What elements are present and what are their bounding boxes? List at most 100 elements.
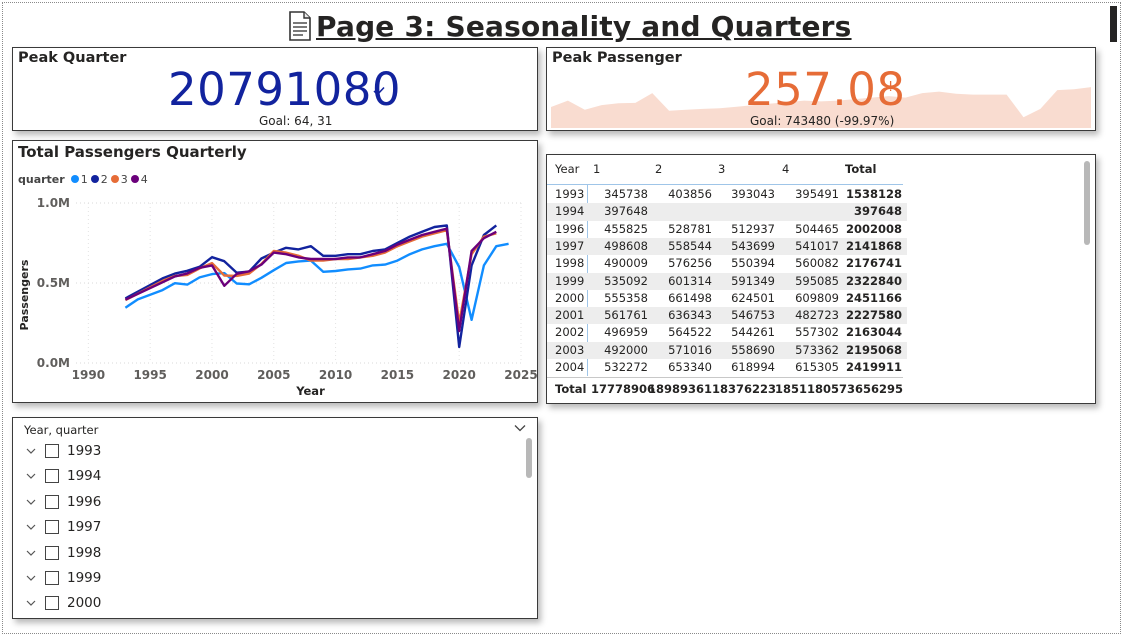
cell-value: 558690 (731, 342, 775, 357)
series-line-4[interactable] (124, 227, 497, 333)
line-chart-plot[interactable]: 0.0M 0.5M 1.0M 1990 1995 2000 2005 2010 2015 2020… (13, 141, 538, 403)
row-year: 2002 (555, 325, 585, 340)
cell-value: 403856 (668, 187, 712, 201)
matrix-row[interactable]: 2001 561761 636343 546753 482723 2227580 (547, 307, 907, 325)
row-year: 1996 (555, 221, 585, 236)
x-tick-label: 2010 (319, 368, 352, 382)
page-title: Page 3: Seasonality and Quarters (286, 8, 852, 44)
legend-item[interactable]: 3 (110, 172, 128, 186)
row-total: 1538128 (845, 187, 902, 201)
header-divider (547, 184, 903, 185)
total-value: 18376223 (712, 382, 777, 396)
chevron-down-icon[interactable] (25, 572, 37, 584)
x-tick-label: 2005 (257, 368, 290, 382)
cell-value: 455825 (604, 221, 648, 236)
column-header[interactable]: 2 (655, 162, 663, 176)
series-line-2[interactable] (124, 224, 498, 349)
matrix-row[interactable]: 1999 535092 601314 591349 595085 2322840 (547, 272, 907, 290)
legend-label: 2 (100, 172, 108, 186)
matrix-total-row: Total 17778906 18989361 18376223 18511805 736… (547, 377, 907, 398)
chevron-down-icon[interactable] (25, 597, 37, 609)
row-year: 2004 (555, 360, 585, 374)
checkbox[interactable] (45, 545, 59, 560)
year-quarter-slicer[interactable]: Year, quarter 1993 1994 1996 1997 1998 1999 20… (12, 417, 538, 619)
chevron-down-icon[interactable] (514, 423, 526, 433)
cell-value: 492000 (604, 342, 648, 357)
chevron-down-icon[interactable] (25, 445, 37, 457)
y-tick-label: 0.0M (37, 356, 70, 370)
series-line-3[interactable] (124, 229, 497, 325)
checkbox[interactable] (45, 520, 59, 535)
matrix-row[interactable]: 2004 532272 653340 618994 615305 2419911 (547, 359, 907, 376)
row-total: 2002008 (845, 221, 902, 236)
matrix-row[interactable]: 1998 490009 576256 550394 560082 2176741 (547, 255, 907, 272)
kpi-value: 257.08 (745, 63, 906, 116)
matrix-row[interactable]: 1996 455825 528781 512937 504465 2002008 (547, 221, 907, 238)
legend-label: 3 (120, 172, 128, 186)
slicer-item-1999[interactable]: 1999 (25, 568, 101, 588)
column-header[interactable]: Total (845, 162, 877, 176)
cell-value: 482723 (795, 308, 839, 323)
checkbox[interactable] (45, 444, 59, 458)
matrix-scrollbar[interactable] (1084, 161, 1090, 245)
cell-value: 496959 (604, 325, 648, 340)
matrix-row[interactable]: 2000 555358 661498 624501 609809 2451166 (547, 290, 907, 307)
peak-quarter-card[interactable]: Peak Quarter 20791080 Goal: 64, 31 (12, 47, 538, 131)
checkbox[interactable] (45, 571, 59, 585)
cell-value: 615305 (795, 360, 839, 374)
matrix-row[interactable]: 2003 492000 571016 558690 573362 2195068 (547, 341, 907, 359)
y-axis-label: Passengers (18, 259, 31, 330)
chart-title: Total Passengers Quarterly (18, 143, 247, 161)
matrix-row[interactable]: 1994 397648 397648 (547, 203, 907, 221)
column-header[interactable]: 4 (782, 162, 790, 176)
series-line-1[interactable] (124, 242, 509, 321)
quarter-matrix[interactable]: Year 1 2 3 4 Total 1993 345738 403856 393043 39549… (546, 154, 1096, 404)
matrix-row[interactable]: 1997 498608 558544 543699 541017 2141868 (547, 237, 907, 256)
slicer-item-2000[interactable]: 2000 (25, 593, 101, 613)
column-header[interactable]: 1 (593, 162, 601, 176)
matrix-row[interactable]: 2002 496959 564522 544261 557302 2163044 (547, 324, 907, 341)
slicer-item-1996[interactable]: 1996 (25, 492, 101, 512)
cell-value: 550394 (731, 256, 775, 271)
trend-area (551, 87, 1091, 128)
cell-value: 591349 (731, 273, 775, 288)
cell-value: 601314 (668, 273, 712, 288)
x-tick-label: 2025 (504, 368, 537, 382)
legend-item[interactable]: 1 (70, 173, 88, 186)
chevron-down-icon[interactable] (25, 496, 37, 508)
column-header[interactable]: 3 (718, 162, 726, 176)
x-tick-label: 2000 (195, 368, 228, 382)
column-header[interactable]: Year (555, 162, 580, 176)
cell-value: 558544 (668, 238, 712, 253)
slicer-item-label: 2000 (67, 595, 102, 612)
checkbox[interactable] (45, 469, 59, 484)
slicer-item-label: 1997 (67, 519, 102, 536)
checkbox[interactable] (45, 596, 59, 611)
slicer-item-1998[interactable]: 1998 (25, 543, 101, 563)
legend-item[interactable]: 2 (90, 172, 108, 186)
peak-passenger-card[interactable]: Peak Passenger 257.08 ! Goal: 743480 (-9… (546, 47, 1096, 131)
total-value: 18989361 (648, 382, 713, 396)
kpi-goal: Goal: 64, 31 (259, 114, 333, 128)
cell-value: 512937 (731, 221, 775, 236)
chevron-down-icon[interactable] (25, 521, 37, 533)
checkbox[interactable] (45, 494, 59, 509)
matrix-row[interactable]: 1993 345738 403856 393043 395491 1538128 (547, 186, 907, 203)
legend-item[interactable]: 4 (130, 173, 148, 186)
slicer-scrollbar[interactable] (526, 438, 532, 478)
row-total: 2163044 (845, 325, 902, 340)
row-total: 2195068 (845, 342, 902, 357)
cell-value: 618994 (731, 360, 775, 374)
slicer-item-1994[interactable]: 1994 (25, 466, 101, 486)
cell-value: 397648 (604, 204, 648, 219)
cell-value (648, 203, 712, 220)
slicer-item-1997[interactable]: 1997 (25, 517, 101, 537)
cell-value: 544261 (731, 325, 775, 340)
kpi-value: 20791080 (168, 63, 402, 116)
focus-mode-bar[interactable] (1110, 6, 1117, 42)
chevron-down-icon[interactable] (25, 547, 37, 559)
chevron-down-icon[interactable] (25, 470, 37, 482)
slicer-item-1993[interactable]: 1993 (25, 441, 101, 461)
